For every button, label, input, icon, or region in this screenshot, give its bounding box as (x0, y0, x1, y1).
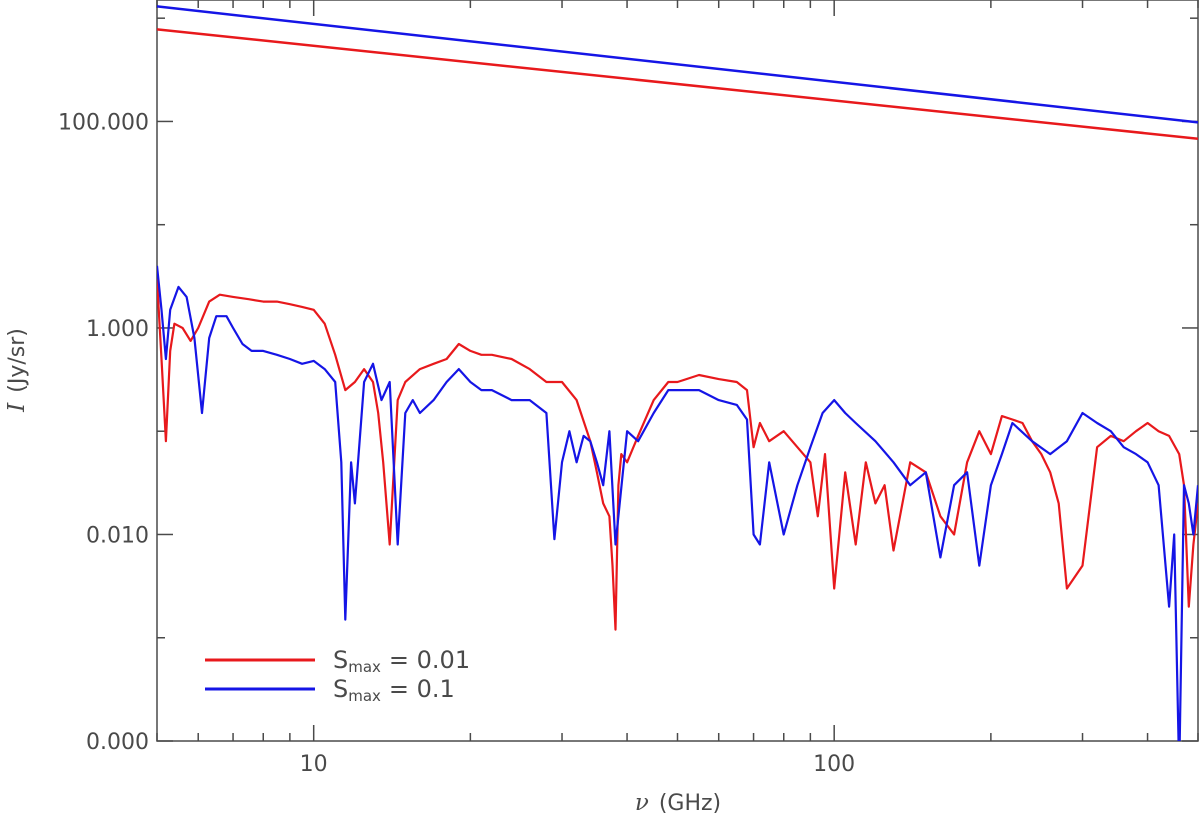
upper-line-smax-001 (157, 28, 1198, 140)
y-tick-label: 100.000 (58, 110, 149, 135)
legend: Smax = 0.01 Smax = 0.1 (205, 646, 470, 705)
y-tick-label: 1.000 (86, 317, 149, 342)
legend-label-smax-001: Smax = 0.01 (333, 646, 470, 676)
x-axis-label: ν (GHz) (635, 790, 721, 816)
legend-label-smax-01: Smax = 0.1 (333, 675, 455, 705)
series-layer (157, 5, 1198, 741)
y-axis-label: I(Jy/sr) (4, 328, 30, 413)
x-axis: 10 100 (156, 0, 1199, 777)
x-tick-label: 100 (813, 752, 855, 777)
y-tick-label: 0.010 (86, 523, 149, 548)
upper-line-smax-01 (157, 5, 1198, 124)
x-tick-label: 10 (300, 752, 328, 777)
y-axis: 0.000 0.010 1.000 100.000 (58, 17, 1198, 755)
series-line-smax-01 (157, 265, 1198, 741)
series-line-smax-001 (157, 278, 1198, 631)
y-tick-label: 0.000 (86, 730, 149, 755)
plot-frame (156, 0, 1199, 742)
